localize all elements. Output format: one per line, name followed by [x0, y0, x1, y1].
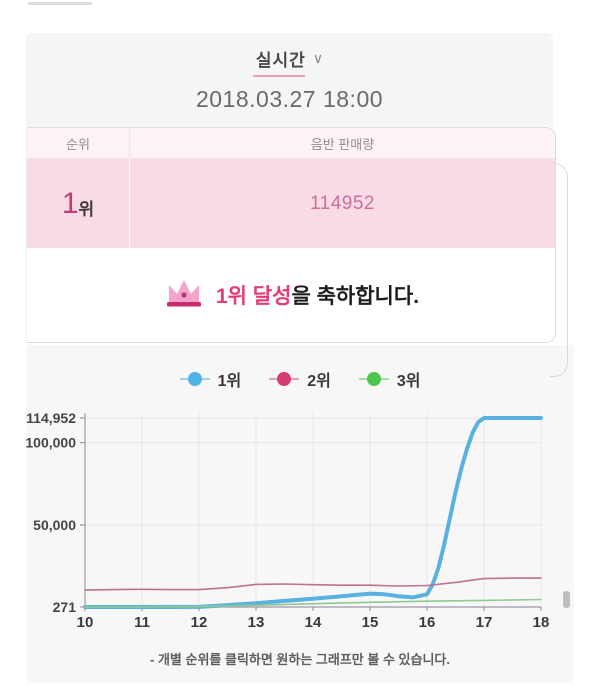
circle-icon — [366, 372, 381, 386]
chart-legend: 1위 2위 3위 — [26, 367, 574, 391]
realtime-tab-label: 실시간 — [255, 51, 306, 70]
circle-icon — [187, 372, 202, 386]
congrats-banner: 1위 달성을 축하합니다. — [27, 248, 555, 342]
legend-item-rank3[interactable]: 3위 — [358, 367, 421, 391]
legend-label-rank1: 1위 — [217, 373, 242, 390]
svg-text:100,000: 100,000 — [26, 435, 76, 451]
column-header-sales: 음반 판매량 — [310, 136, 375, 152]
date-display: 2018.03.27 18:00 — [195, 86, 384, 112]
scrollbar-thumb[interactable] — [563, 591, 570, 608]
legend-label-rank2: 2위 — [307, 373, 331, 390]
realtime-dropdown[interactable]: 실시간 ∨ — [256, 46, 323, 71]
congrats-message: 1위 달성을 축하합니다. — [216, 280, 419, 310]
sales-cell: 114952 — [310, 192, 375, 214]
table-row[interactable]: 1 위 114952 — [27, 159, 555, 248]
rank-number: 1 — [61, 186, 79, 220]
rank-cell: 1 위 — [27, 159, 130, 248]
svg-text:12: 12 — [191, 614, 208, 631]
tab-underline — [252, 75, 305, 77]
svg-text:271: 271 — [53, 599, 77, 615]
top-edge-artifact — [28, 2, 92, 5]
svg-text:114,952: 114,952 — [26, 410, 76, 426]
svg-text:13: 13 — [248, 614, 265, 631]
legend-marker-rank2 — [269, 371, 300, 387]
chart-card: 114,952 100,000 50,000 271 10 11 12 13 14 15 16 17 1… — [26, 345, 574, 683]
svg-text:11: 11 — [134, 614, 150, 631]
legend-label-rank3: 3위 — [396, 373, 421, 390]
column-header-rank: 순위 — [27, 128, 130, 158]
legend-marker-rank1 — [179, 371, 210, 387]
chevron-down-icon: ∨ — [312, 50, 324, 66]
table-header-row: 순위 음반 판매량 — [27, 128, 555, 159]
rank-suffix: 위 — [78, 200, 95, 219]
top-card: 실시간 ∨ 2018.03.27 18:00 — [26, 33, 553, 127]
svg-text:18: 18 — [533, 614, 550, 631]
congrats-rest: 을 축하합니다. — [291, 285, 420, 308]
legend-marker-rank3 — [358, 371, 389, 387]
legend-item-rank2[interactable]: 2위 — [269, 367, 331, 391]
chart-footer-note: - 개별 순위를 클릭하면 원하는 그래프만 볼 수 있습니다. — [150, 652, 450, 667]
svg-text:17: 17 — [476, 614, 493, 631]
circle-icon — [277, 372, 292, 386]
legend-item-rank1[interactable]: 1위 — [179, 367, 242, 391]
svg-text:50,000: 50,000 — [33, 517, 76, 533]
crown-icon — [166, 280, 201, 307]
svg-text:15: 15 — [362, 614, 379, 631]
rank-card: 순위 음반 판매량 1 위 114952 1위 달성을 축하합니다. — [26, 127, 556, 343]
svg-text:14: 14 — [305, 614, 322, 631]
congrats-highlight: 1위 달성 — [215, 285, 292, 308]
svg-text:16: 16 — [419, 614, 436, 631]
svg-text:10: 10 — [77, 614, 94, 631]
